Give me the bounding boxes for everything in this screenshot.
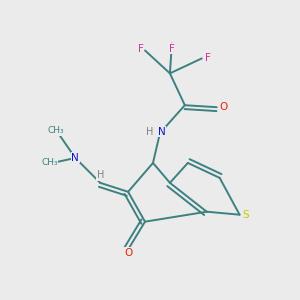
Text: O: O [124,248,132,257]
Text: N: N [71,153,79,163]
Text: H: H [146,127,153,136]
Text: F: F [206,53,211,63]
Text: N: N [158,127,165,136]
Text: F: F [169,44,175,54]
Text: F: F [138,44,143,54]
Text: S: S [242,210,249,220]
Text: O: O [219,102,227,112]
Text: H: H [97,170,104,180]
Text: CH₃: CH₃ [41,158,58,167]
Text: CH₃: CH₃ [48,126,64,135]
